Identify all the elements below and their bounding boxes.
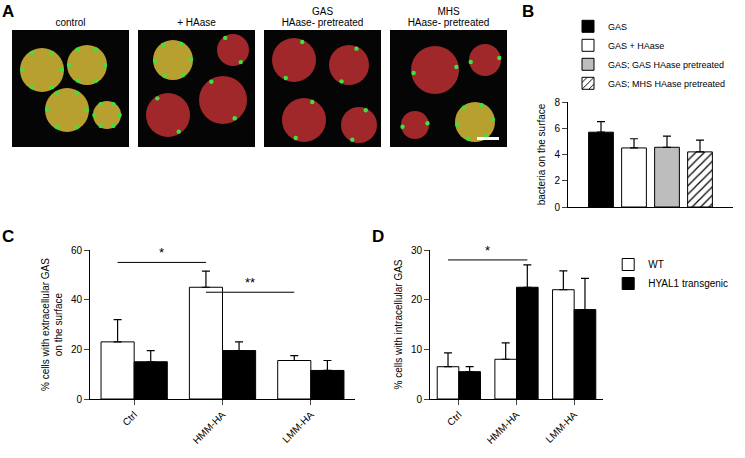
svg-text:LMM-HA: LMM-HA bbox=[543, 409, 579, 445]
html-text:A: A bbox=[2, 2, 15, 21]
svg-text:**: ** bbox=[245, 275, 255, 290]
html-text:C: C bbox=[2, 227, 15, 246]
svg-text:*: * bbox=[159, 245, 164, 260]
svg-text:8: 8 bbox=[554, 97, 560, 108]
svg-text:4: 4 bbox=[554, 149, 560, 160]
svg-text:10: 10 bbox=[411, 344, 423, 355]
svg-text:GAS; MHS HAase pretreated: GAS; MHS HAase pretreated bbox=[608, 79, 725, 89]
svg-text:*: * bbox=[485, 243, 490, 258]
html-text:B: B bbox=[522, 2, 535, 21]
svg-text:GAS; GAS HAase pretreated: GAS; GAS HAase pretreated bbox=[608, 60, 724, 70]
svg-text:0: 0 bbox=[416, 394, 422, 405]
svg-text:HMM-HA: HMM-HA bbox=[191, 409, 228, 446]
svg-text:40: 40 bbox=[71, 294, 83, 305]
svg-text:2: 2 bbox=[554, 175, 560, 186]
svg-text:20: 20 bbox=[411, 294, 423, 305]
svg-text:GAS: GAS bbox=[312, 6, 333, 17]
svg-text:HYAL1 transgenic: HYAL1 transgenic bbox=[648, 278, 728, 289]
svg-text:GAS + HAase: GAS + HAase bbox=[608, 41, 664, 51]
svg-text:20: 20 bbox=[71, 344, 83, 355]
svg-text:+ HAase: + HAase bbox=[177, 17, 216, 28]
svg-text:control: control bbox=[55, 17, 85, 28]
svg-text:LMM-HA: LMM-HA bbox=[280, 409, 316, 445]
svg-text:30: 30 bbox=[411, 245, 423, 256]
svg-text:60: 60 bbox=[71, 245, 83, 256]
svg-text:Ctrl: Ctrl bbox=[120, 409, 139, 428]
svg-text:HAase- pretreated: HAase- pretreated bbox=[282, 17, 364, 28]
svg-text:GAS: GAS bbox=[608, 22, 627, 32]
svg-text:MHS: MHS bbox=[437, 6, 460, 17]
svg-text:0: 0 bbox=[76, 394, 82, 405]
svg-text:0: 0 bbox=[554, 202, 560, 213]
html-text:D: D bbox=[372, 227, 385, 246]
svg-text:% cells with extracellular GAS: % cells with extracellular GASon the sur… bbox=[40, 258, 64, 391]
svg-text:Ctrl: Ctrl bbox=[445, 409, 464, 428]
svg-text:6: 6 bbox=[554, 123, 560, 134]
svg-text:HMM-HA: HMM-HA bbox=[485, 409, 522, 446]
svg-text:HAase- pretreated: HAase- pretreated bbox=[408, 17, 490, 28]
svg-text:bacteria on the surface: bacteria on the surface bbox=[536, 103, 547, 205]
svg-text:WT: WT bbox=[648, 259, 664, 270]
svg-text:% cells with intracellular GAS: % cells with intracellular GAS bbox=[393, 259, 404, 389]
